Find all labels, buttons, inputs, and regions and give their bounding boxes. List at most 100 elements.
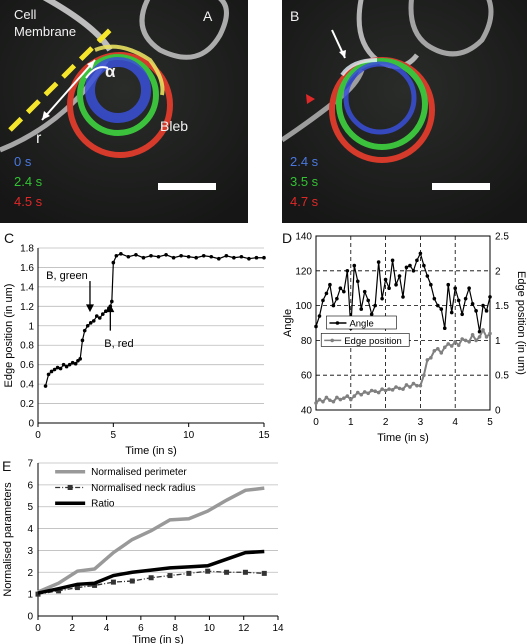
data-point: [52, 367, 57, 372]
data-point: [82, 328, 87, 333]
x-tick-label: 5: [487, 417, 493, 428]
x-tick-label: 10: [204, 623, 216, 634]
y-tick-label: 7: [27, 459, 33, 470]
data-point: [449, 344, 454, 348]
data-point: [481, 303, 485, 308]
panel-letter: C: [4, 230, 15, 246]
data-point: [422, 373, 426, 377]
legend-marker: [67, 484, 73, 490]
data-point: [415, 383, 419, 388]
data-point: [383, 388, 388, 393]
y-tick-label: 0: [27, 612, 33, 623]
x-tick-label: 4: [104, 623, 110, 634]
data-point: [43, 384, 48, 388]
y2-tick-label: 1: [495, 336, 501, 347]
y-tick-label: 0.2: [20, 399, 34, 410]
data-point: [338, 397, 343, 402]
data-point: [179, 253, 183, 258]
time-label-red: 4.5 s: [14, 194, 43, 209]
panel-letter: A: [203, 8, 213, 24]
legend-box: [320, 333, 410, 347]
y-tick-label: 40: [301, 406, 313, 417]
data-point: [352, 263, 357, 268]
data-point: [171, 255, 176, 260]
y-tick-label: 0: [28, 419, 34, 430]
data-point: [429, 356, 433, 360]
plot-frame: [315, 235, 491, 411]
data-point: [390, 388, 395, 392]
data-point: [411, 269, 416, 273]
alpha-label: α: [105, 62, 116, 81]
data-point: [394, 282, 398, 287]
data-point: [404, 383, 409, 387]
data-point: [404, 265, 409, 270]
data-point: [383, 277, 388, 282]
x-tick-label: 15: [258, 430, 270, 441]
data-point: [376, 390, 381, 395]
data-point: [415, 258, 419, 263]
data-point: [317, 314, 322, 318]
data-point: [369, 388, 374, 393]
data-point: [488, 331, 492, 336]
data-point: [401, 295, 405, 299]
data-point: [261, 570, 267, 576]
y2-tick-label: 0.5: [495, 371, 509, 382]
y-tick-label: 0.6: [20, 360, 34, 371]
series-line: [37, 486, 265, 594]
data-point: [345, 394, 350, 398]
x-tick-label: 3: [418, 417, 424, 428]
x-axis-label: Time (in s): [125, 445, 177, 457]
data-point: [321, 298, 325, 303]
x-tick-label: 2: [383, 417, 389, 428]
y-tick-label: 2: [27, 568, 33, 579]
scale-bar: [432, 183, 490, 190]
data-point: [262, 255, 266, 260]
data-point: [429, 282, 433, 287]
x-tick-label: 10: [183, 430, 195, 441]
data-point: [446, 282, 451, 287]
legend-label: Edge position: [344, 336, 402, 347]
data-point: [331, 303, 336, 308]
x-tick-label: 14: [272, 623, 284, 634]
y2-tick-label: 2: [495, 266, 501, 277]
data-point: [432, 349, 437, 353]
data-point: [432, 296, 437, 301]
data-point: [328, 282, 332, 287]
y-tick-label: 120: [295, 266, 312, 277]
data-point: [149, 253, 153, 258]
data-point: [167, 573, 173, 579]
series-line: [37, 549, 265, 595]
data-point: [446, 342, 451, 346]
data-point: [78, 357, 82, 361]
data-point: [338, 286, 343, 290]
y-tick-label: 80: [301, 336, 313, 347]
data-point: [467, 339, 471, 344]
micrograph-b-image: [282, 0, 527, 223]
data-point: [61, 362, 66, 367]
data-point: [470, 333, 475, 337]
data-point: [224, 569, 230, 575]
y-tick-label: 1.2: [20, 302, 34, 313]
y-tick-label: 1.6: [20, 263, 34, 274]
panel-letter: B: [290, 8, 300, 24]
data-point: [317, 397, 322, 402]
data-point: [390, 258, 395, 263]
data-point: [91, 319, 96, 323]
y2-tick-label: 0: [495, 406, 501, 417]
data-point: [463, 338, 468, 343]
y-tick-label: 0.8: [20, 341, 34, 352]
y-tick-label: 100: [295, 301, 312, 312]
time-label-green: 3.5 s: [290, 174, 319, 189]
data-point: [359, 307, 364, 311]
data-point: [64, 364, 69, 369]
data-point: [239, 254, 244, 259]
data-point: [488, 295, 492, 299]
data-point: [134, 253, 138, 257]
x-tick-label: 0: [35, 623, 41, 634]
data-point: [224, 253, 229, 258]
data-point: [380, 296, 384, 301]
chart-c: 0 0.2 0.4 0.6 0.8 1 1.2 1.4 1.6 1.8 0 5 10 15 Time (in…: [3, 244, 270, 458]
micrograph-a-image: [0, 0, 248, 223]
data-point: [474, 338, 478, 343]
